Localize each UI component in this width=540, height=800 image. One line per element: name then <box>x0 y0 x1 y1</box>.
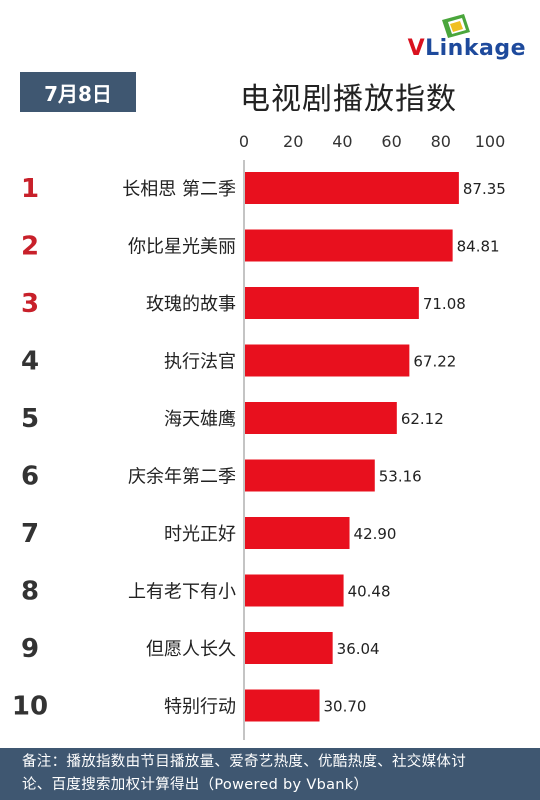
x-tick-label: 20 <box>283 132 303 151</box>
x-tick-label: 60 <box>381 132 401 151</box>
rank-number: 10 <box>12 692 48 722</box>
value-label: 40.48 <box>348 583 391 601</box>
footnote: 备注：播放指数由节目播放量、爱奇艺热度、优酷热度、社交媒体讨 论、百度搜索加权计… <box>0 748 540 800</box>
value-label: 36.04 <box>337 640 380 658</box>
bar <box>245 172 459 204</box>
rank-number: 1 <box>21 174 39 204</box>
rank-number: 7 <box>21 519 39 549</box>
value-label: 62.12 <box>401 410 444 428</box>
bar <box>245 517 350 549</box>
value-label: 53.16 <box>379 468 422 486</box>
x-tick-label: 100 <box>475 132 506 151</box>
footnote-line-1: 备注：播放指数由节目播放量、爱奇艺热度、优酷热度、社交媒体讨 <box>22 754 466 770</box>
category-label: 海天雄鹰 <box>164 409 236 430</box>
bar <box>245 459 375 492</box>
rank-number: 9 <box>21 634 39 664</box>
value-label: 84.81 <box>457 238 500 256</box>
date-badge: 7月8日 <box>20 72 136 112</box>
rank-number: 2 <box>21 232 39 262</box>
value-label: 71.08 <box>423 295 466 313</box>
rank-number: 6 <box>21 462 39 492</box>
brand-name: VLinkage <box>407 36 526 61</box>
bar <box>245 229 453 262</box>
page-title: 电视剧播放指数 <box>240 82 457 117</box>
value-label: 42.90 <box>354 525 397 543</box>
footnote-line-2: 论、百度搜索加权计算得出（Powered by Vbank） <box>22 777 369 793</box>
vlinkage-logo: VLinkage <box>396 8 526 64</box>
bar <box>245 402 397 434</box>
x-tick-label: 80 <box>431 132 451 151</box>
rank-number: 5 <box>21 404 39 434</box>
category-label: 上有老下有小 <box>128 582 236 603</box>
bar <box>245 574 344 607</box>
x-tick-label: 40 <box>332 132 352 151</box>
value-label: 30.70 <box>324 698 367 716</box>
category-label: 玫瑰的故事 <box>146 294 236 315</box>
bar <box>245 344 410 377</box>
x-tick-label: 0 <box>239 132 249 151</box>
category-label: 庆余年第二季 <box>128 467 236 488</box>
rank-number: 3 <box>21 289 39 319</box>
date-label: 7月8日 <box>44 81 112 106</box>
bar <box>245 632 333 664</box>
rank-number: 4 <box>21 347 39 377</box>
brand-rest: Linkage <box>425 36 526 61</box>
bar <box>245 689 320 722</box>
category-label: 但愿人长久 <box>146 639 236 660</box>
category-label: 特别行动 <box>164 697 236 718</box>
value-label: 67.22 <box>413 353 456 371</box>
rank-number: 8 <box>21 577 39 607</box>
category-label: 你比星光美丽 <box>128 237 236 258</box>
value-label: 87.35 <box>463 180 506 198</box>
logo-mark-icon <box>442 14 470 38</box>
category-label: 时光正好 <box>164 524 236 545</box>
bar <box>245 287 419 319</box>
category-label: 执行法官 <box>164 352 236 373</box>
category-label: 长相思 第二季 <box>122 179 236 200</box>
